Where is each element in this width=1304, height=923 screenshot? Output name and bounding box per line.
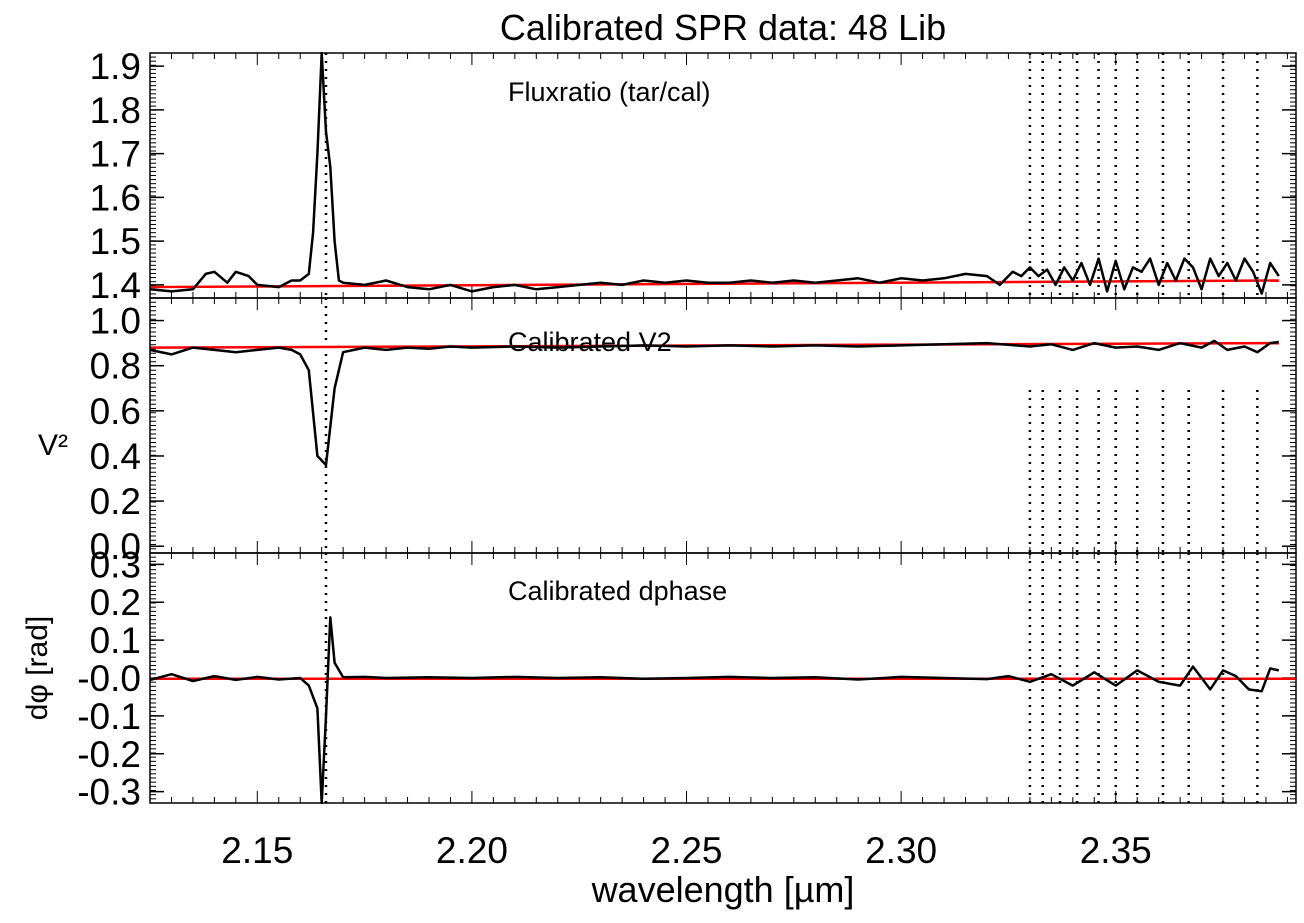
panel-frame [149, 52, 1297, 299]
panel-frame [149, 297, 1297, 554]
data-line [149, 51, 1280, 295]
y-tick-label: -0.0 [77, 658, 141, 699]
x-tick-label: 2.25 [651, 830, 723, 871]
panel-annotation: Fluxratio (tar/cal) [508, 77, 711, 107]
panel-fluxratio: 1.41.51.61.71.81.9 Fluxratio (tar/cal) [90, 46, 1297, 306]
y-tick-label: -0.2 [77, 734, 141, 775]
data-line [149, 616, 1280, 805]
y-tick-label: 0.2 [90, 582, 141, 623]
x-tick-label: 2.20 [436, 830, 508, 871]
y-tick-label: 0.3 [90, 544, 141, 585]
y-tick-label: 1.0 [90, 301, 141, 342]
y-tick-label: 0.2 [90, 481, 141, 522]
y-tick-label: 0.4 [90, 436, 141, 477]
y-tick-label: 1.5 [90, 221, 141, 262]
y-tick-label: 1.6 [90, 177, 141, 218]
y-tick-label: 1.7 [90, 134, 141, 175]
panel-annotation: Calibrated V2 [508, 327, 672, 357]
x-axis-label: wavelength [µm] [591, 869, 855, 910]
panel-dphase: -0.3-0.2-0.1-0.00.10.20.3 Calibrated dpha… [77, 544, 1297, 813]
y-tick-label: 0.6 [90, 391, 141, 432]
panel-frame [149, 552, 1297, 804]
x-tick-label: 2.15 [221, 830, 293, 871]
y-tick-label: 0.8 [90, 346, 141, 387]
data-line [149, 339, 1279, 467]
chart-title: Calibrated SPR data: 48 Lib [500, 7, 946, 48]
panel-annotation: Calibrated dphase [508, 576, 727, 606]
y-axis-label-v2: V² [38, 429, 68, 462]
x-tick-label: 2.30 [865, 830, 937, 871]
panel-visibility: 0.00.20.40.60.81.0 Calibrated V2 [90, 297, 1297, 567]
y-tick-label: 1.9 [90, 46, 141, 87]
y-tick-label: -0.3 [77, 772, 141, 813]
y-tick-label: -0.1 [77, 696, 141, 737]
x-tick-label: 2.35 [1080, 830, 1152, 871]
y-tick-label: 1.4 [90, 265, 141, 306]
y-tick-label: 0.1 [90, 620, 141, 661]
y-tick-label: 1.8 [90, 90, 141, 131]
y-axis-label-dphase: dφ [rad] [21, 616, 54, 721]
y-tick-label: 0.0 [90, 526, 141, 567]
